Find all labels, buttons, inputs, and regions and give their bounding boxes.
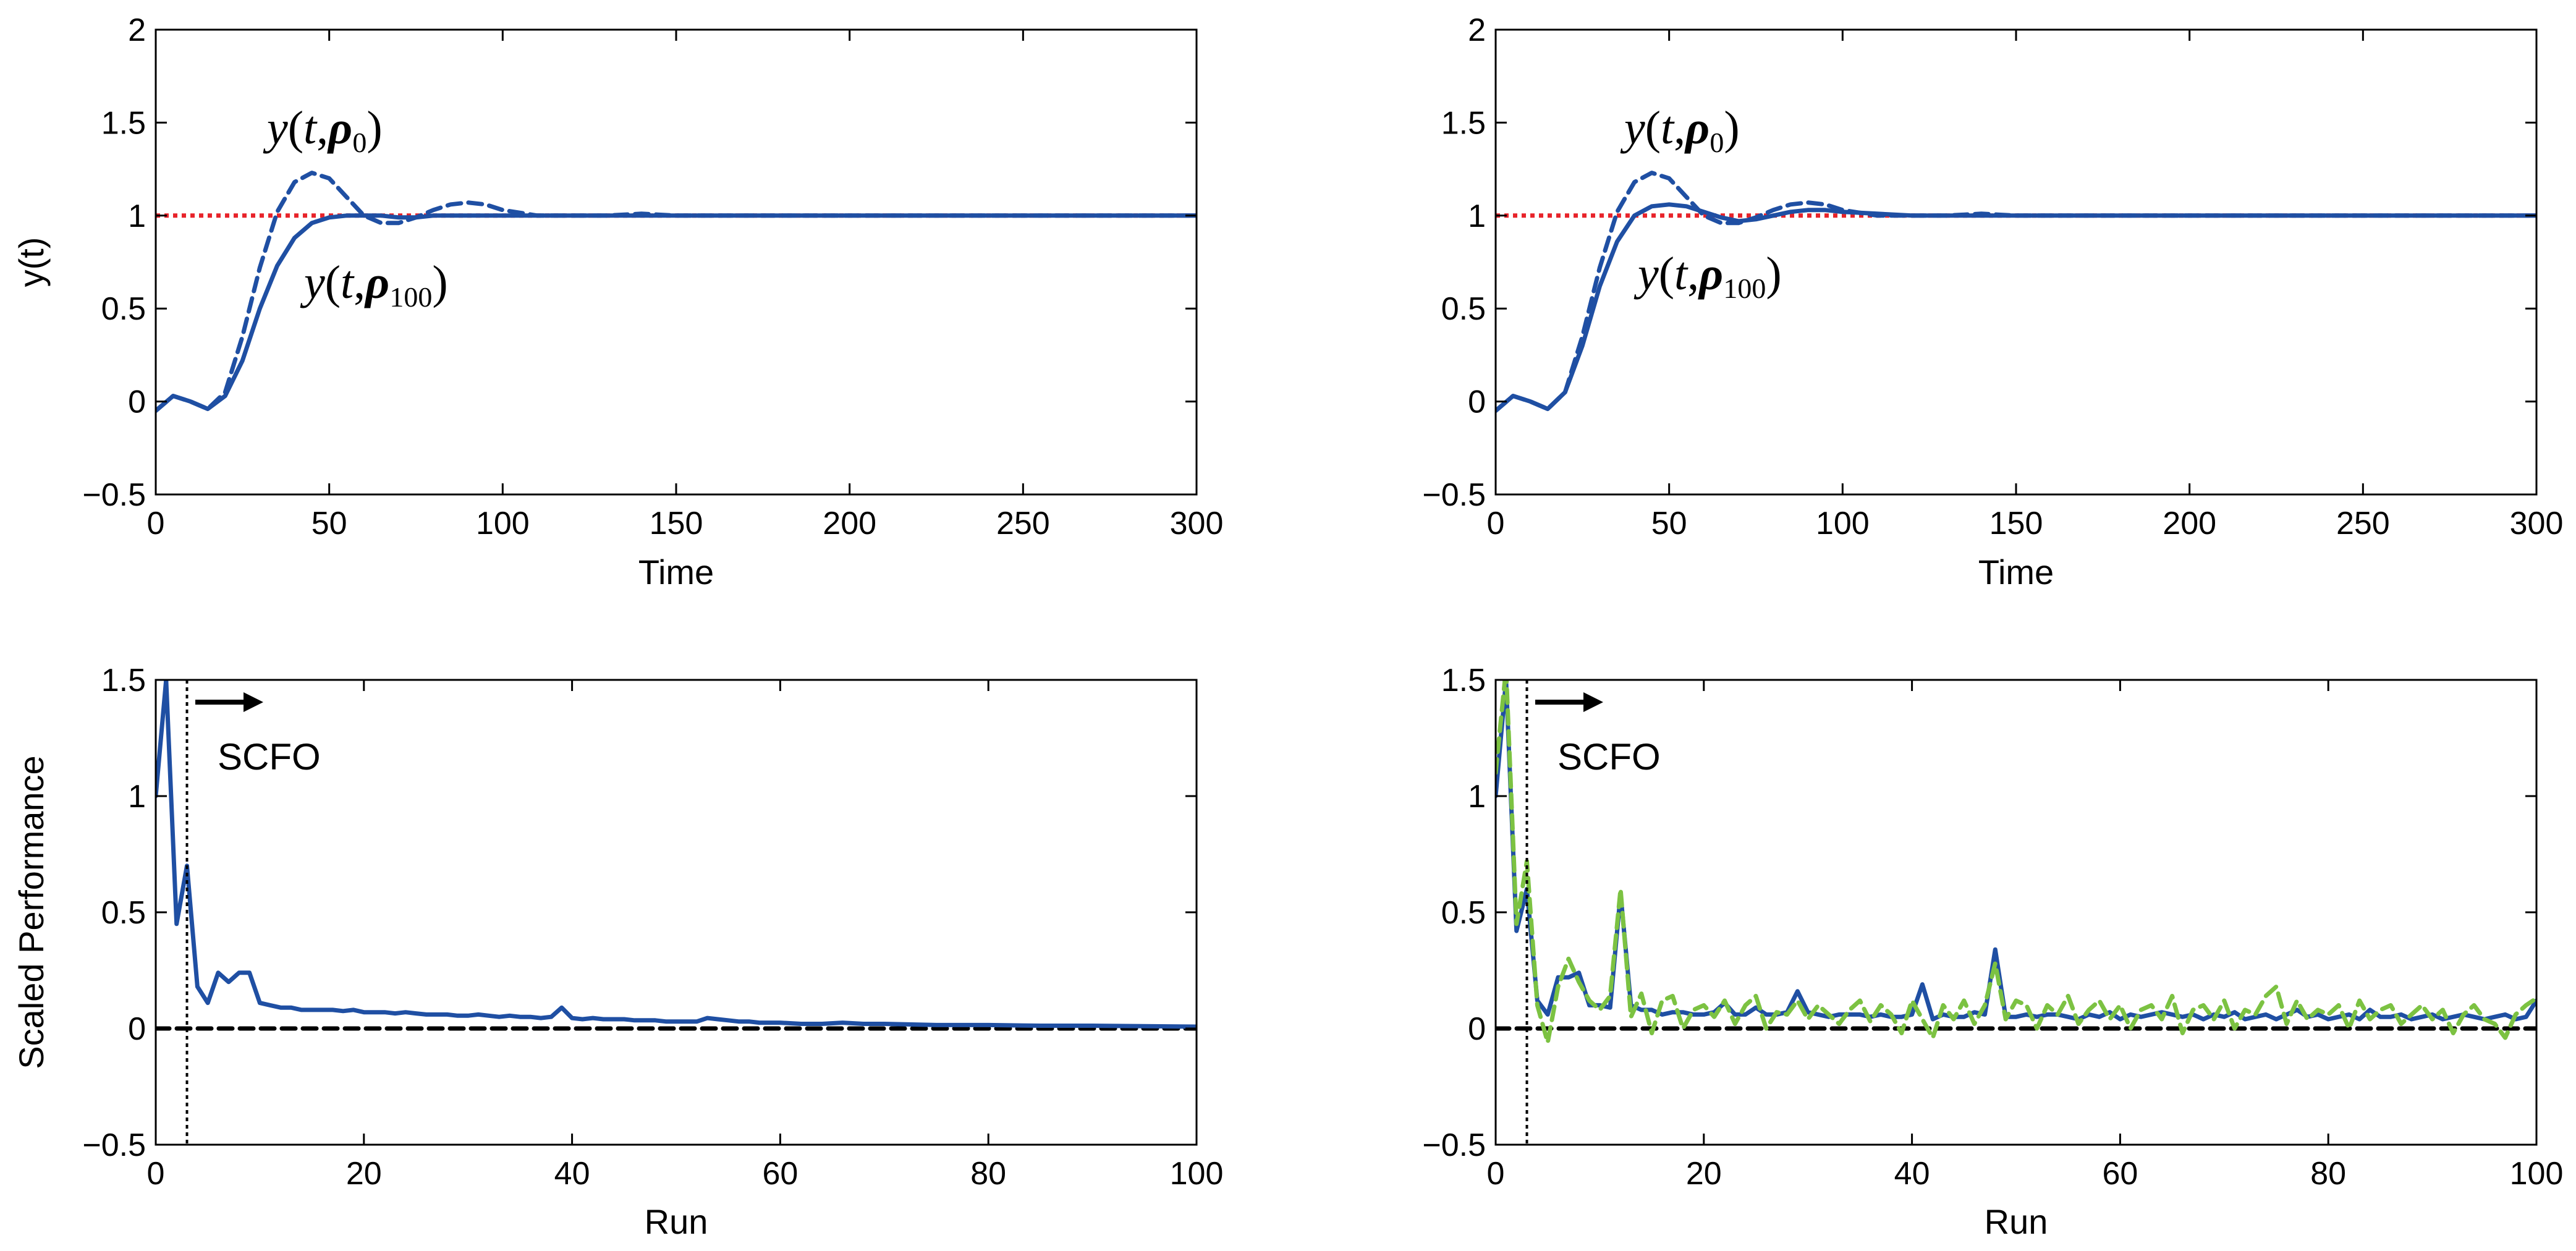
xtick-label-top-left: 250 bbox=[996, 506, 1050, 541]
xtick-label-bottom-right: 40 bbox=[1894, 1156, 1930, 1192]
xtick-label-bottom-left: 40 bbox=[554, 1156, 590, 1192]
arrow-head-bottom-right bbox=[1583, 692, 1603, 712]
annotation-y-rho100-top-left: y(t,ρ100) bbox=[300, 257, 448, 313]
ticks-top-left: 0 50 100 150 200 250 300−0.500.511.52 bbox=[82, 12, 1223, 541]
xtick-label-top-left: 50 bbox=[311, 506, 347, 541]
series-y-t-rho-100--top-right bbox=[1496, 202, 2536, 413]
ticks-bottom-right: 0 20 40 60 80 100−0.500.511.5 bbox=[1422, 663, 2563, 1192]
ytick-label-top-right: 1.5 bbox=[1441, 105, 1486, 141]
xtick-label-top-left: 0 bbox=[147, 506, 165, 541]
ytick-label-bottom-right: 1.5 bbox=[1441, 663, 1486, 698]
xtick-label-bottom-left: 100 bbox=[1170, 1156, 1224, 1192]
ytick-label-top-right: 2 bbox=[1468, 12, 1486, 48]
xtick-label-top-right: 200 bbox=[2163, 506, 2216, 541]
annotation-scfo-bottom-left: SCFO bbox=[218, 736, 321, 778]
panel-bottom-right: SCFO 0 20 40 60 80 100−0.500.511.5 Run bbox=[1422, 663, 2563, 1241]
annotation-y-rho0-top-left: y(t,ρ0) bbox=[263, 102, 383, 158]
xtick-label-top-right: 300 bbox=[2510, 506, 2564, 541]
xtick-label-bottom-right: 60 bbox=[2102, 1156, 2138, 1192]
ytick-label-top-right: 0 bbox=[1468, 384, 1486, 420]
ytick-label-top-left: 1.5 bbox=[101, 105, 146, 141]
panel-bottom-left: SCFO 0 20 40 60 80 100−0.500.511.5 Run Scaled… bbox=[12, 663, 1223, 1241]
ytick-label-top-left: 0.5 bbox=[101, 291, 146, 327]
ticks-top-right: 0 50 100 150 200 250 300−0.500.511.52 bbox=[1422, 12, 2563, 541]
ytick-label-top-right: 1 bbox=[1468, 198, 1486, 234]
xtick-label-bottom-left: 20 bbox=[346, 1156, 382, 1192]
xtick-label-bottom-right: 100 bbox=[2510, 1156, 2564, 1192]
xtick-label-top-left: 100 bbox=[476, 506, 530, 541]
ytick-label-bottom-right: −0.5 bbox=[1422, 1127, 1486, 1163]
ytick-label-bottom-left: 0.5 bbox=[101, 895, 146, 931]
annotation-y-rho0-top-right: y(t,ρ0) bbox=[1620, 102, 1740, 158]
xlabel-top-right: Time bbox=[1978, 553, 2054, 592]
ytick-label-bottom-left: 1.5 bbox=[101, 663, 146, 698]
ytick-label-top-left: 0 bbox=[128, 384, 146, 420]
plot-area-bottom-left: SCFO bbox=[156, 680, 1197, 1145]
annotation-y-rho100-top-right: y(t,ρ100) bbox=[1633, 248, 1782, 304]
xtick-label-top-left: 300 bbox=[1170, 506, 1224, 541]
xtick-label-top-right: 250 bbox=[2336, 506, 2390, 541]
xtick-label-top-left: 200 bbox=[823, 506, 876, 541]
xtick-label-bottom-left: 0 bbox=[147, 1156, 165, 1192]
plot-area-bottom-right: SCFO bbox=[1496, 680, 2536, 1145]
xtick-label-top-right: 100 bbox=[1816, 506, 1870, 541]
ytick-label-top-left: 1 bbox=[128, 198, 146, 234]
xlabel-top-left: Time bbox=[638, 553, 714, 592]
xtick-label-bottom-right: 20 bbox=[1686, 1156, 1722, 1192]
xtick-label-top-right: 50 bbox=[1651, 506, 1687, 541]
xtick-label-top-right: 150 bbox=[1989, 506, 2043, 541]
ytick-label-top-left: 2 bbox=[128, 12, 146, 48]
series-alternative-bottom-right bbox=[1496, 680, 2536, 1045]
series-y-t-rho-100--top-left bbox=[156, 213, 1197, 413]
ytick-label-top-right: 0.5 bbox=[1441, 291, 1486, 327]
xtick-label-top-right: 0 bbox=[1487, 506, 1505, 541]
xtick-label-bottom-right: 0 bbox=[1487, 1156, 1505, 1192]
panel-top-right: y(t,ρ0) y(t,ρ100) 0 50 100 150 200 250 300 −0.5… bbox=[1422, 12, 2563, 592]
ticks-bottom-left: 0 20 40 60 80 100−0.500.511.5 bbox=[82, 663, 1223, 1192]
ylabel-top-left: y(t) bbox=[12, 237, 51, 287]
arrow-head-bottom-left bbox=[244, 692, 263, 712]
xtick-label-top-left: 150 bbox=[650, 506, 703, 541]
ytick-label-top-right: −0.5 bbox=[1422, 477, 1486, 513]
xtick-label-bottom-right: 80 bbox=[2310, 1156, 2346, 1192]
xtick-label-bottom-left: 80 bbox=[970, 1156, 1006, 1192]
ytick-label-bottom-right: 0.5 bbox=[1441, 895, 1486, 931]
xlabel-bottom-left: Run bbox=[645, 1202, 708, 1241]
xlabel-bottom-right: Run bbox=[1985, 1202, 2048, 1241]
ylabel-bottom-left: Scaled Performance bbox=[12, 755, 51, 1069]
ytick-label-top-left: −0.5 bbox=[82, 477, 146, 513]
panel-top-left: y(t,ρ0) y(t,ρ100) 0 50 100 150 200 250 300 −0.5… bbox=[12, 12, 1223, 592]
ytick-label-bottom-right: 1 bbox=[1468, 779, 1486, 815]
series-layer-top-left bbox=[156, 171, 1197, 413]
ytick-label-bottom-left: −0.5 bbox=[82, 1127, 146, 1163]
series-layer-bottom-right bbox=[1496, 680, 2536, 1145]
series-performance-bottom-right bbox=[1496, 680, 2536, 1022]
series-layer-bottom-left bbox=[156, 680, 1197, 1145]
annotation-scfo-bottom-right: SCFO bbox=[1557, 736, 1661, 778]
ytick-label-bottom-right: 0 bbox=[1468, 1011, 1486, 1047]
plot-area-top-right: y(t,ρ0) y(t,ρ100) bbox=[1496, 102, 2536, 413]
series-performance-bottom-left bbox=[156, 680, 1197, 1029]
series-layer-top-right bbox=[1496, 171, 2536, 413]
ytick-label-bottom-left: 1 bbox=[128, 779, 146, 815]
xtick-label-bottom-left: 60 bbox=[762, 1156, 798, 1192]
ytick-label-bottom-left: 0 bbox=[128, 1011, 146, 1047]
plot-area-top-left: y(t,ρ0) y(t,ρ100) bbox=[156, 102, 1197, 413]
